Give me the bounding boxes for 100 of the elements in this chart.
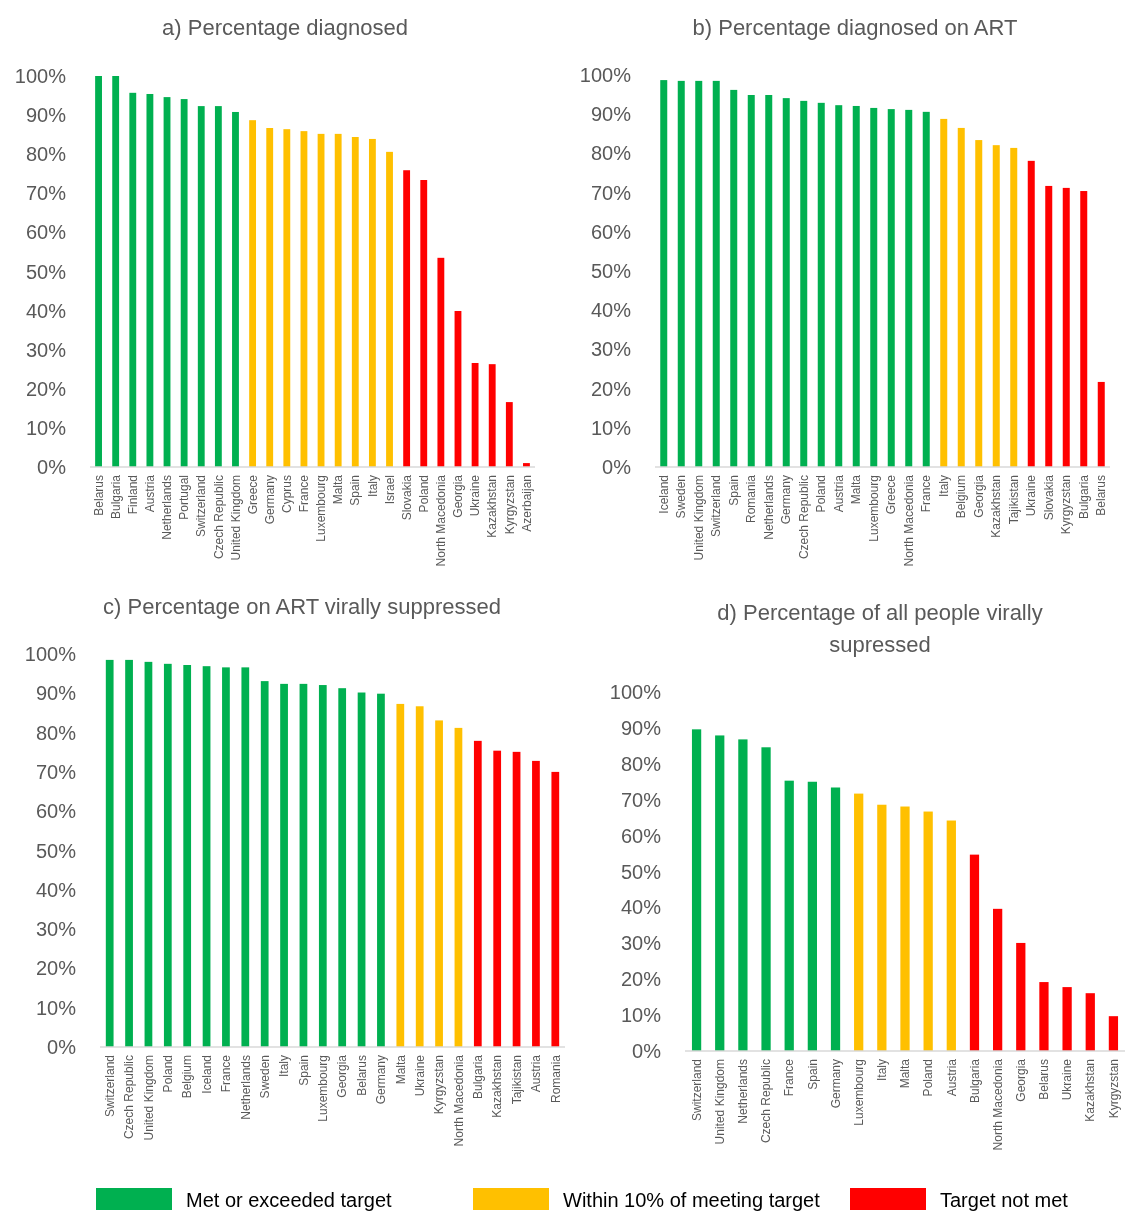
bar xyxy=(163,663,172,1047)
x-tick-label: Cyprus xyxy=(280,475,295,514)
chart-title: c) Percentage on ART virally suppressed xyxy=(103,594,501,619)
y-tick-label: 70% xyxy=(590,181,632,204)
x-tick-label: Switzerland xyxy=(689,1059,704,1122)
bar xyxy=(232,111,239,467)
x-tick-label: Kyrgyzstan xyxy=(432,1055,447,1115)
y-tick-label: 0% xyxy=(602,456,632,478)
bar xyxy=(1010,147,1018,467)
x-tick-label: Spain xyxy=(805,1059,820,1090)
x-tick-label: Portugal xyxy=(177,475,192,520)
x-tick-label: Slovakia xyxy=(1041,474,1056,521)
x-tick-label: Kazakhstan xyxy=(1083,1059,1098,1122)
x-tick-label: North Macedonia xyxy=(990,1058,1005,1151)
x-tick-label: Kyrgyzstan xyxy=(502,475,517,535)
bar xyxy=(1016,942,1026,1051)
x-tick-label: Georgia xyxy=(971,474,986,518)
y-tick-label: 80% xyxy=(35,721,77,744)
y-tick-label: 20% xyxy=(35,957,77,980)
x-tick-label: Netherlands xyxy=(736,1059,751,1124)
bar xyxy=(299,683,308,1047)
bar xyxy=(1085,993,1095,1051)
y-tick-label: 100% xyxy=(579,64,632,86)
bar xyxy=(505,402,513,467)
y-tick-label: 0% xyxy=(37,456,67,478)
x-tick-label: Georgia xyxy=(451,474,466,518)
bar xyxy=(807,781,817,1051)
x-tick-label: Bulgaria xyxy=(108,474,123,520)
x-tick-label: Malta xyxy=(393,1054,408,1085)
y-tick-label: 20% xyxy=(25,377,67,400)
x-tick-label: Kazakhstan xyxy=(485,475,500,538)
bar xyxy=(738,739,748,1051)
bar xyxy=(437,257,445,467)
x-tick-label: Romania xyxy=(548,1054,563,1104)
y-tick-label: 10% xyxy=(35,996,77,1019)
bar xyxy=(992,145,1000,467)
bar xyxy=(905,109,913,467)
y-tick-label: 40% xyxy=(590,299,632,322)
bar xyxy=(691,729,702,1051)
y-tick-label: 10% xyxy=(620,1004,662,1027)
y-tick-label: 100% xyxy=(14,65,67,87)
bar xyxy=(940,118,948,467)
x-tick-label: United Kingdom xyxy=(141,1055,156,1141)
bar xyxy=(782,98,790,467)
bar xyxy=(386,151,393,467)
y-tick-label: 60% xyxy=(620,824,662,847)
y-tick-label: 50% xyxy=(35,839,77,862)
y-tick-label: 70% xyxy=(620,788,662,811)
chart-title: d) Percentage of all people virally supressed xyxy=(717,600,1043,657)
x-tick-label: Netherlands xyxy=(238,1055,253,1120)
x-tick-label: Kyrgyzstan xyxy=(1059,475,1074,535)
x-tick-label: Italy xyxy=(365,475,380,498)
y-tick-label: 80% xyxy=(25,143,67,166)
x-tick-label: Germany xyxy=(262,475,277,525)
bar xyxy=(695,80,703,467)
y-tick-label: 90% xyxy=(25,104,67,127)
x-tick-label: Israel xyxy=(382,475,397,505)
y-tick-label: 0% xyxy=(632,1040,662,1062)
bar xyxy=(877,804,887,1051)
bar xyxy=(283,129,291,467)
x-tick-label: Belgium xyxy=(954,475,969,519)
x-tick-label: Spain xyxy=(296,1055,311,1086)
x-tick-label: Bulgaria xyxy=(471,1054,486,1100)
x-tick-label: United Kingdom xyxy=(228,475,243,561)
x-tick-label: United Kingdom xyxy=(712,1059,727,1145)
y-tick-label: 20% xyxy=(590,377,632,400)
x-tick-label: Luxembourg xyxy=(866,475,881,542)
x-tick-label: Kyrgyzstan xyxy=(1106,1059,1121,1119)
y-tick-label: 50% xyxy=(590,260,632,282)
bar xyxy=(415,706,424,1047)
bar xyxy=(512,751,521,1047)
bar xyxy=(1108,1016,1119,1051)
bar xyxy=(900,806,910,1051)
x-tick-label: Kazakhstan xyxy=(490,1055,505,1118)
x-tick-label: Belarus xyxy=(1037,1059,1052,1100)
y-tick-label: 30% xyxy=(590,338,632,361)
bar xyxy=(852,105,860,467)
bar xyxy=(551,771,560,1047)
bar xyxy=(712,80,720,467)
y-tick-label: 50% xyxy=(25,260,67,283)
bar xyxy=(357,692,366,1047)
y-tick-label: 60% xyxy=(25,221,67,244)
x-tick-label: North Macedonia xyxy=(451,1054,466,1147)
bar xyxy=(488,364,496,467)
x-tick-label: Spain xyxy=(348,475,363,506)
bar xyxy=(969,854,980,1051)
x-tick-label: Malta xyxy=(331,474,346,505)
x-tick-label: United Kingdom xyxy=(691,475,706,561)
x-tick-label: Belarus xyxy=(91,475,106,516)
bar xyxy=(334,133,342,467)
bar xyxy=(280,683,288,1047)
y-tick-label: 40% xyxy=(25,299,67,322)
bar xyxy=(396,703,405,1047)
y-tick-label: 20% xyxy=(620,968,662,991)
bar xyxy=(338,688,347,1047)
x-tick-label: Netherlands xyxy=(761,475,776,540)
x-tick-label: Italy xyxy=(277,1055,292,1078)
bar xyxy=(1039,982,1049,1051)
bar xyxy=(471,362,479,467)
x-tick-label: Austria xyxy=(143,474,158,513)
